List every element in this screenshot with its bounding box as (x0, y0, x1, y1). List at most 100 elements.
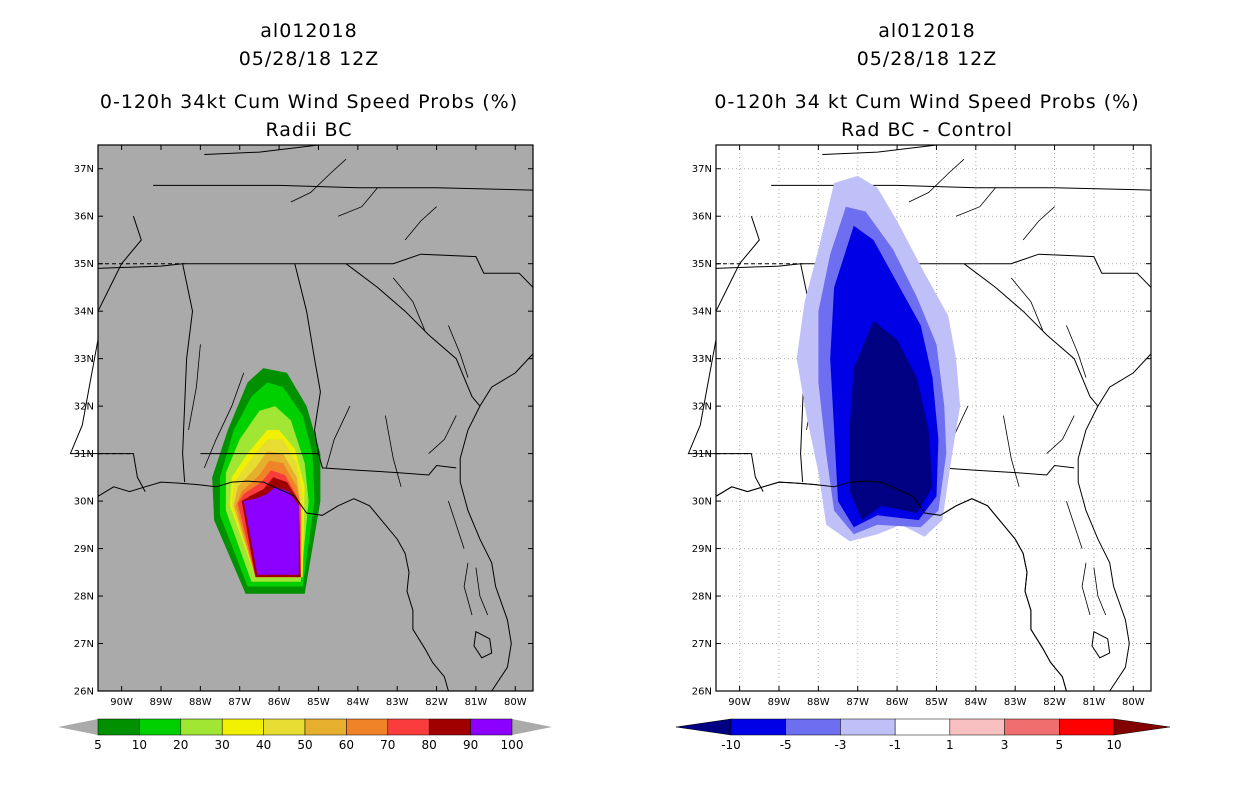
colorbar-label: 20 (173, 738, 188, 752)
lon-label: 85W (925, 697, 948, 708)
river-line (1081, 562, 1091, 616)
colorbar-swatch (263, 718, 306, 736)
river-line (385, 415, 402, 487)
right-product-title: 0-120h 34 kt Cum Wind Speed Probs (%) (714, 91, 1140, 113)
lat-label: 28N (692, 592, 712, 603)
colorbar-swatch (1059, 718, 1115, 736)
lon-label: 81W (465, 697, 488, 708)
colorbar-label: 60 (339, 738, 354, 752)
lat-label: 33N (692, 354, 712, 365)
lon-label: 84W (347, 697, 370, 708)
river-line (1066, 500, 1083, 549)
colorbar-swatch (180, 718, 223, 736)
colorbar-label: 40 (256, 738, 271, 752)
lon-label: 90W (728, 697, 751, 708)
state-border (200, 453, 457, 476)
colorbar-swatch (428, 718, 471, 736)
river-line (1093, 567, 1107, 616)
river-line (448, 500, 465, 549)
state-border (822, 144, 937, 155)
right-colorbar: -10 -5 -3 -1 1 3 5 10 (675, 718, 1171, 752)
state-border (771, 184, 1152, 191)
colorbar-label: -1 (889, 738, 901, 752)
lon-label: 83W (386, 697, 409, 708)
map-background (98, 145, 533, 691)
river-line (325, 405, 351, 469)
river-line (1066, 325, 1087, 378)
lat-label: 26N (74, 687, 94, 698)
lon-label: 86W (268, 697, 291, 708)
river-line (1022, 206, 1055, 241)
colorbar-swatch (949, 718, 1005, 736)
atlantic-coastline (1068, 353, 1152, 692)
right-storm-id: al012018 (878, 20, 976, 42)
lat-label: 34N (74, 307, 94, 318)
river-line (392, 277, 426, 331)
state-border (294, 263, 321, 454)
lat-label: 35N (692, 259, 712, 270)
river-line (203, 372, 245, 469)
colorbar-swatch (387, 718, 430, 736)
colorbar-label: 5 (1055, 738, 1063, 752)
lon-label: 80W (504, 697, 527, 708)
lon-label: 88W (807, 697, 830, 708)
lat-label: 36N (74, 212, 94, 223)
lat-label: 26N (692, 687, 712, 698)
lon-label: 87W (228, 697, 251, 708)
lat-label: 36N (692, 212, 712, 223)
lon-label: 84W (965, 697, 988, 708)
lat-label: 32N (74, 402, 94, 413)
map-frame (715, 144, 1152, 692)
axes: 37N 36N 35N 34N 33N 32N 31N 30N 29N 28N 27N 26N 90W 8… (692, 145, 1151, 708)
river-line (1010, 277, 1044, 331)
state-border (182, 263, 194, 483)
lat-label: 34N (692, 307, 712, 318)
river-line (404, 206, 437, 241)
lon-label: 85W (307, 697, 330, 708)
colorbar-swatch (730, 718, 786, 736)
colorbar-swatch (304, 718, 347, 736)
colorbar-under-triangle (675, 718, 732, 736)
colorbar-label: 70 (380, 738, 395, 752)
colorbar-label: 5 (94, 738, 102, 752)
colorbar-swatch (1004, 718, 1060, 736)
lon-label: 82W (1043, 697, 1066, 708)
lon-label: 87W (846, 697, 869, 708)
geography (69, 144, 534, 692)
colorbar-label: 10 (132, 738, 147, 752)
right-map: 37N 36N 35N 34N 33N 32N 31N 30N 29N 28N 27N 26N 90W 8… (675, 144, 1171, 752)
lat-label: 27N (74, 639, 94, 650)
left-product-title: 0-120h 34kt Cum Wind Speed Probs (%) (99, 91, 519, 113)
colorbar-label: 80 (422, 738, 437, 752)
gulf-coastline-overlay (715, 480, 1067, 692)
left-panel: al012018 05/28/18 12Z 0-120h 34kt Cum Wi… (58, 20, 552, 752)
axes: 37N 36N 35N 34N 33N 32N 31N 30N 29N 28N 27N 26N 90W 8… (74, 145, 533, 708)
lon-label: 90W (110, 697, 133, 708)
lat-label: 37N (692, 164, 712, 175)
right-subtitle: Rad BC - Control (840, 119, 1014, 141)
river-line (908, 158, 965, 203)
colorbar-label: 90 (463, 738, 478, 752)
lon-label: 89W (768, 697, 791, 708)
lon-label: 83W (1004, 697, 1027, 708)
colorbar-swatch (894, 718, 951, 736)
left-subtitle: Radii BC (265, 119, 353, 141)
coast-overlay (715, 480, 1067, 692)
colorbar-over-triangle (512, 719, 552, 735)
colorbar-label: -5 (780, 738, 792, 752)
river-line (463, 562, 473, 616)
lat-label: 27N (692, 639, 712, 650)
river-line (1003, 415, 1020, 487)
colorbar-label: 30 (215, 738, 230, 752)
probability-contours (212, 368, 321, 594)
colorbar-label: -3 (834, 738, 846, 752)
colorbar-label: 10 (1106, 738, 1121, 752)
river-line (955, 187, 996, 217)
state-border (153, 184, 534, 191)
lat-label: 33N (74, 354, 94, 365)
river-line (475, 567, 489, 616)
lake-okeechobee (473, 630, 493, 659)
river-line (448, 325, 469, 378)
colorbar-label: -10 (721, 738, 741, 752)
colorbar-swatch (139, 718, 182, 736)
